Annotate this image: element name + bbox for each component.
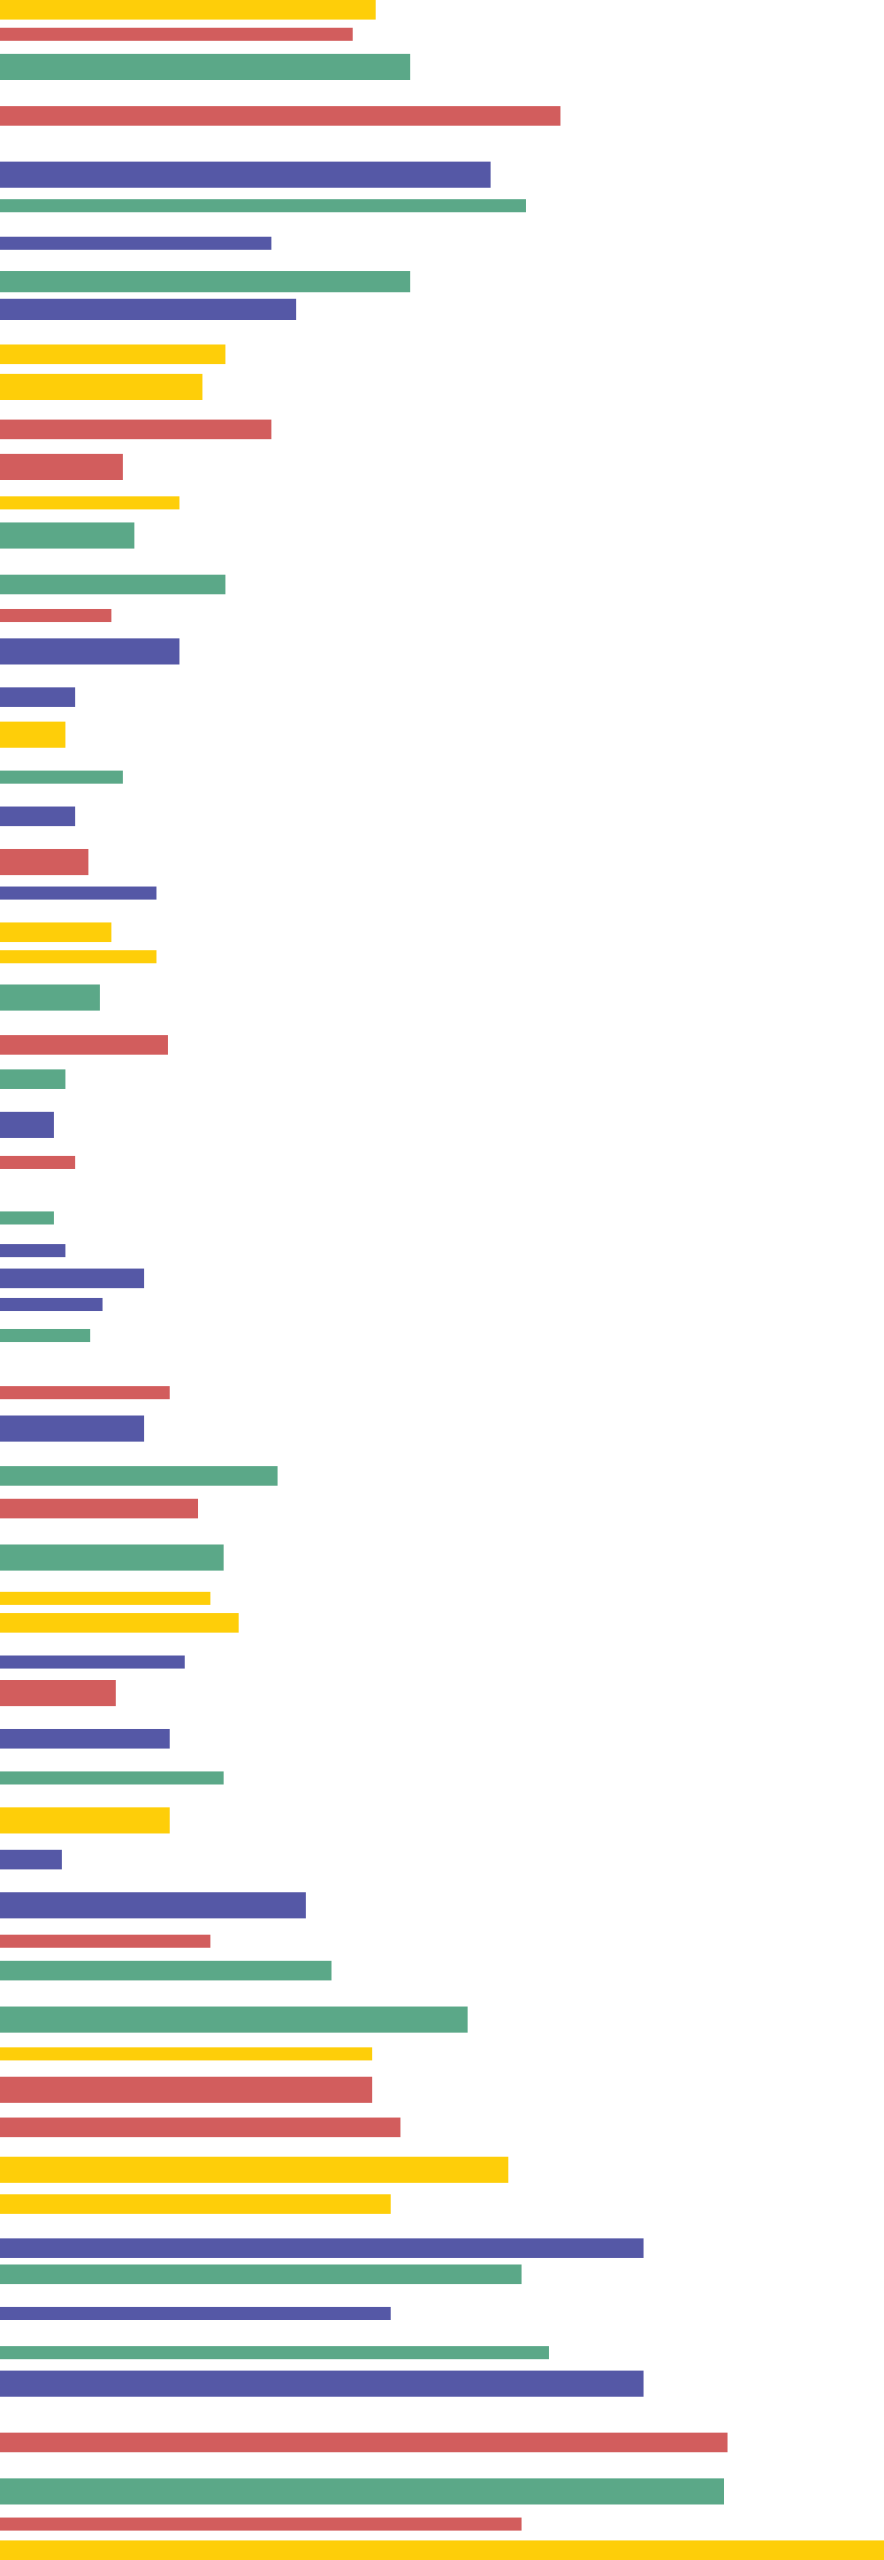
- bar: [0, 2194, 391, 2214]
- bar: [0, 1466, 278, 1486]
- bar: [0, 687, 76, 707]
- bar: [0, 1771, 224, 1785]
- bar: [0, 453, 123, 480]
- bar: [0, 2156, 509, 2183]
- bar: [0, 1415, 145, 1442]
- bar: [0, 1211, 54, 1225]
- bar: [0, 522, 135, 549]
- bar: [0, 2346, 549, 2360]
- bar: [0, 419, 272, 440]
- bar: [0, 848, 89, 876]
- bar: [0, 1069, 66, 1089]
- bar: [0, 1297, 103, 1312]
- bar: [0, 922, 112, 943]
- bar: [0, 2076, 373, 2103]
- bar: [0, 950, 157, 964]
- bar: [0, 1155, 76, 1169]
- bar: [0, 1807, 170, 1834]
- bar: [0, 1328, 91, 1343]
- bar: [0, 1680, 116, 1707]
- bar: [0, 106, 561, 126]
- bar: [0, 271, 411, 293]
- bar: [0, 721, 66, 748]
- bar: [0, 27, 353, 41]
- bar: [0, 1655, 185, 1669]
- bar: [0, 984, 100, 1011]
- bar: [0, 1035, 168, 1055]
- bar: [0, 1498, 199, 1519]
- bar: [0, 2047, 373, 2061]
- bar: [0, 1934, 211, 1948]
- bar: [0, 373, 203, 400]
- bar: [0, 1111, 54, 1138]
- bar: [0, 2264, 522, 2285]
- bar: [0, 161, 491, 188]
- bar: [0, 2006, 468, 2033]
- bar: [0, 2117, 401, 2138]
- bar: [0, 2306, 391, 2320]
- bar: [0, 1960, 332, 1981]
- bar: [0, 1849, 62, 1870]
- bar: [0, 236, 272, 250]
- bar: [0, 1244, 66, 1258]
- bar: [0, 2432, 728, 2453]
- bar: [0, 638, 180, 665]
- bar: [0, 1544, 224, 1571]
- bar: [0, 2478, 724, 2505]
- bar: [0, 770, 123, 784]
- bar: [0, 496, 180, 510]
- bar: [0, 53, 411, 80]
- bar: [0, 886, 157, 900]
- bar: [0, 2517, 522, 2531]
- bar: [0, 199, 526, 213]
- bar: [0, 1591, 211, 1605]
- bar: [0, 2370, 644, 2397]
- bar: [0, 806, 76, 827]
- bar: [0, 344, 226, 365]
- bar: [0, 2540, 884, 2560]
- bar: [0, 608, 112, 623]
- bar: [0, 1613, 239, 1633]
- bar: [0, 298, 297, 320]
- bar: [0, 0, 376, 20]
- bar: [0, 1728, 170, 1749]
- bar: [0, 1268, 145, 1289]
- bar: [0, 1892, 306, 1919]
- bar: [0, 2238, 644, 2258]
- bar: [0, 574, 226, 595]
- bar: [0, 1386, 170, 1400]
